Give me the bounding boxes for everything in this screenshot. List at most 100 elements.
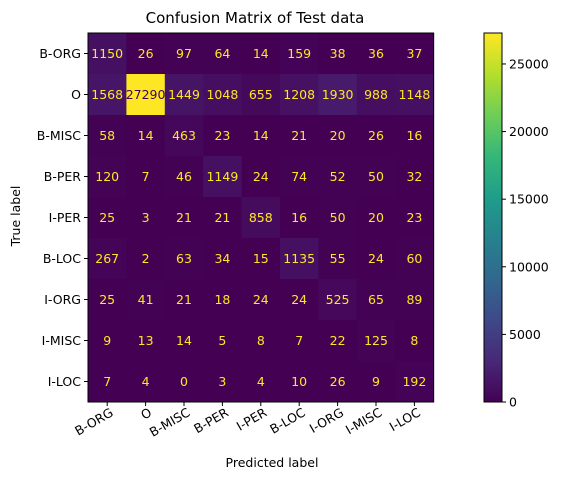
heatmap-cell xyxy=(203,279,243,321)
cell-value-label: 3 xyxy=(218,374,226,389)
heatmap-cell xyxy=(241,33,281,75)
cell-value-label: 22 xyxy=(330,333,346,348)
heatmap-cell xyxy=(318,115,358,157)
heatmap-cell xyxy=(395,279,435,321)
y-tick-label: I-ORG xyxy=(44,292,81,307)
cell-value-label: 89 xyxy=(406,292,422,307)
heatmap-cell xyxy=(88,74,127,116)
heatmap-cell xyxy=(395,320,435,362)
y-tick-label: I-LOC xyxy=(48,374,82,389)
heatmap-cell xyxy=(280,197,319,239)
heatmap-cell xyxy=(395,238,435,280)
heatmap-cell xyxy=(164,156,204,198)
cell-value-label: 159 xyxy=(287,46,311,61)
heatmap-cell xyxy=(203,238,243,280)
cell-value-label: 1930 xyxy=(322,87,354,102)
heatmap-cell xyxy=(203,197,243,239)
x-tick-label: I-PER xyxy=(234,404,270,433)
cell-value-label: 1449 xyxy=(168,87,200,102)
cell-value-label: 858 xyxy=(249,210,273,225)
heatmap-cell xyxy=(126,115,166,157)
cell-value-label: 52 xyxy=(330,169,346,184)
cell-value-label: 1148 xyxy=(398,87,430,102)
cell-value-label: 50 xyxy=(368,169,384,184)
cell-value-label: 24 xyxy=(253,292,269,307)
x-tick-label: O xyxy=(138,405,154,423)
heatmap-cell xyxy=(164,74,204,116)
cell-value-label: 55 xyxy=(330,251,346,266)
y-tick-label: B-MISC xyxy=(37,128,81,143)
y-tick-label: O xyxy=(71,87,81,102)
heatmap-cell xyxy=(203,115,243,157)
cell-value-label: 3 xyxy=(142,210,150,225)
cell-value-label: 14 xyxy=(253,128,269,143)
heatmap-cell xyxy=(241,156,281,198)
heatmap-cell xyxy=(126,279,166,321)
heatmap-cell xyxy=(280,361,319,403)
heatmap-cell xyxy=(280,238,319,280)
heatmap-cell xyxy=(280,33,319,75)
cell-value-label: 74 xyxy=(291,169,307,184)
cell-value-label: 21 xyxy=(176,292,192,307)
heatmap-cell xyxy=(164,33,204,75)
cell-value-label: 9 xyxy=(372,374,380,389)
x-tick-label: B-ORG xyxy=(72,405,116,439)
heatmap-cell xyxy=(241,361,281,403)
cell-value-label: 32 xyxy=(406,169,422,184)
heatmap-cell xyxy=(241,320,281,362)
heatmap-cell xyxy=(203,320,243,362)
heatmap-cell xyxy=(356,115,396,157)
cell-value-label: 37 xyxy=(406,46,422,61)
heatmap-cell xyxy=(203,33,243,75)
cell-value-label: 14 xyxy=(176,333,192,348)
cell-value-label: 60 xyxy=(406,251,422,266)
heatmap-cell xyxy=(241,74,281,116)
heatmap-cell xyxy=(395,197,435,239)
cell-value-label: 16 xyxy=(291,210,307,225)
cell-value-label: 9 xyxy=(103,333,111,348)
colorbar-tick-label: 20000 xyxy=(509,124,549,139)
cell-value-label: 463 xyxy=(172,128,196,143)
cell-value-label: 27290 xyxy=(126,87,166,102)
heatmap-cell xyxy=(164,197,204,239)
cell-value-label: 26 xyxy=(330,374,346,389)
heatmap-cell xyxy=(203,74,243,116)
cell-value-label: 63 xyxy=(176,251,192,266)
heatmap-cell xyxy=(318,320,358,362)
cell-value-label: 23 xyxy=(214,128,230,143)
heatmap-cell xyxy=(318,279,358,321)
x-tick-label: B-MISC xyxy=(147,404,193,439)
cell-value-label: 23 xyxy=(406,210,422,225)
cell-value-label: 7 xyxy=(295,333,303,348)
heatmap-cell xyxy=(164,320,204,362)
cell-value-label: 14 xyxy=(138,128,154,143)
cell-value-label: 125 xyxy=(364,333,388,348)
cell-value-label: 97 xyxy=(176,46,192,61)
heatmap-cell xyxy=(318,156,358,198)
cell-value-label: 1048 xyxy=(206,87,238,102)
heatmap-cell xyxy=(356,320,396,362)
cell-value-label: 16 xyxy=(406,128,422,143)
cell-value-label: 58 xyxy=(99,128,115,143)
cell-value-label: 21 xyxy=(214,210,230,225)
heatmap-cell xyxy=(126,197,166,239)
heatmap-cell xyxy=(126,74,166,116)
x-tick-label: B-LOC xyxy=(267,404,308,436)
heatmap-cell xyxy=(318,361,358,403)
cell-value-label: 24 xyxy=(368,251,384,266)
heatmap-cell xyxy=(395,156,435,198)
heatmap-cell xyxy=(318,33,358,75)
heatmap-cell xyxy=(280,156,319,198)
heatmap-cell xyxy=(395,361,435,403)
heatmap-cell xyxy=(280,74,319,116)
cell-value-label: 64 xyxy=(214,46,230,61)
cell-value-label: 26 xyxy=(368,128,384,143)
colorbar-tick-label: 25000 xyxy=(509,56,549,71)
colorbar-gradient xyxy=(484,33,502,402)
cell-value-label: 7 xyxy=(142,169,150,184)
heatmap-cell xyxy=(88,156,127,198)
cell-value-label: 1149 xyxy=(206,169,238,184)
x-tick-label: B-PER xyxy=(191,404,231,436)
